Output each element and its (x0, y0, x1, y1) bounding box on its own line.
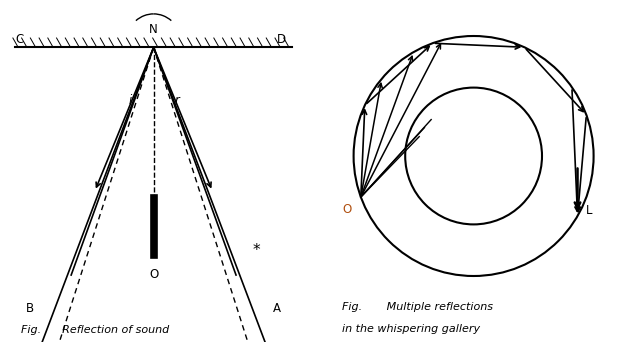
Text: C: C (15, 33, 24, 46)
Text: Fig.       Multiple reflections: Fig. Multiple reflections (342, 302, 493, 312)
Text: in the whispering gallery: in the whispering gallery (342, 324, 480, 334)
Text: i: i (129, 94, 132, 107)
Text: $*$: $*$ (252, 241, 261, 256)
Text: N: N (149, 23, 158, 36)
Text: O: O (342, 203, 351, 216)
Text: B: B (26, 302, 34, 315)
Text: L: L (586, 203, 593, 216)
Text: r: r (175, 94, 180, 107)
Text: O: O (149, 268, 158, 282)
Text: D: D (277, 33, 286, 46)
Text: Fig.      Reflection of sound: Fig. Reflection of sound (21, 325, 170, 335)
Text: A: A (273, 302, 281, 315)
